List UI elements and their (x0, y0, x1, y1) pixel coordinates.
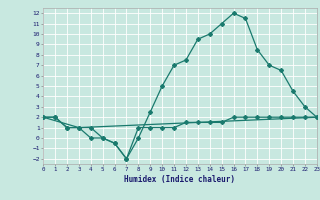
X-axis label: Humidex (Indice chaleur): Humidex (Indice chaleur) (124, 175, 236, 184)
